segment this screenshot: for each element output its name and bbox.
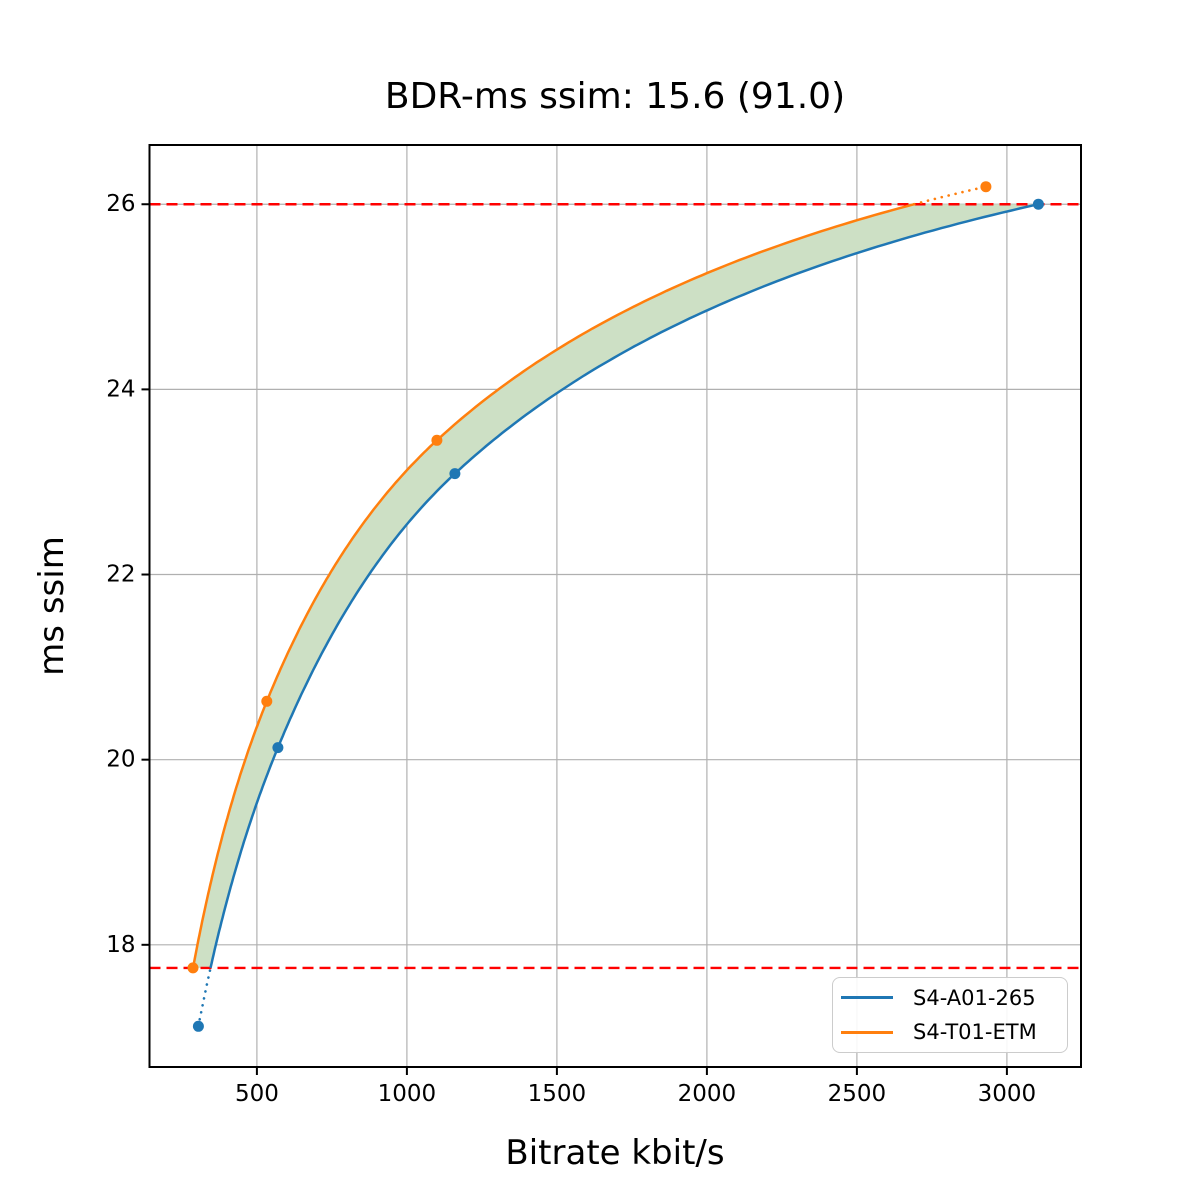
x-tick-label: 1000 — [378, 1081, 437, 1107]
x-tick-label: 2500 — [828, 1081, 887, 1107]
data-point-marker — [192, 1020, 204, 1032]
series-curve — [191, 202, 915, 969]
data-point-marker — [449, 468, 461, 480]
series-curve-dotted — [197, 966, 212, 1028]
x-tick-label: 500 — [235, 1081, 279, 1107]
x-tick-label: 2000 — [678, 1081, 737, 1107]
chart-title: BDR-ms ssim: 15.6 (91.0) — [384, 76, 846, 117]
series-curve-dotted — [912, 185, 988, 206]
legend-item: S4-T01-ETM — [833, 1015, 1067, 1049]
y-tick-label: 26 — [106, 191, 135, 217]
data-point-marker — [261, 695, 273, 707]
legend-line-sample — [841, 1030, 893, 1034]
legend-label: S4-T01-ETM — [913, 1020, 1037, 1045]
legend-line-sample — [841, 996, 893, 1000]
data-point-marker — [187, 962, 199, 974]
y-axis-label: ms ssim — [32, 536, 72, 676]
data-point-marker — [1032, 198, 1044, 210]
data-point-marker — [431, 434, 443, 446]
x-axis-label: Bitrate kbit/s — [505, 1133, 725, 1173]
x-tick-label: 1500 — [528, 1081, 587, 1107]
legend-label: S4-A01-265 — [913, 985, 1036, 1010]
overlap-band — [193, 204, 1039, 968]
x-tick-label: 3000 — [978, 1081, 1037, 1107]
legend: S4-A01-265 S4-T01-ETM — [832, 977, 1068, 1053]
data-point-marker — [980, 181, 992, 193]
legend-item: S4-A01-265 — [833, 981, 1067, 1015]
series-curve — [209, 202, 1039, 969]
plot-border — [148, 144, 1082, 1068]
y-tick-label: 18 — [106, 932, 135, 958]
data-point-marker — [272, 742, 284, 754]
y-tick-label: 24 — [106, 376, 135, 402]
y-tick-label: 22 — [106, 562, 135, 588]
y-tick-label: 20 — [106, 747, 135, 773]
